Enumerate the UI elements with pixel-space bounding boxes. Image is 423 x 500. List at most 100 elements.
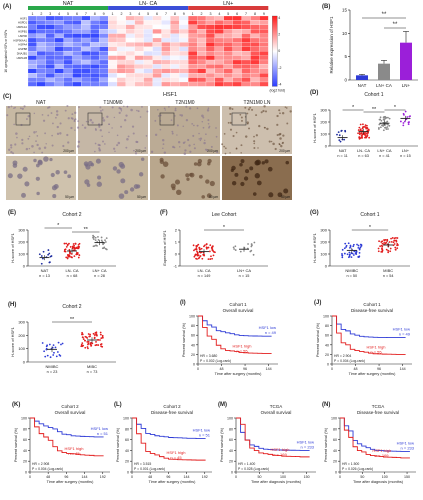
nucleus: [176, 134, 178, 136]
data-point: [338, 134, 341, 137]
data-point: [209, 244, 212, 247]
heatmap-cell: [170, 15, 180, 21]
data-point: [209, 258, 212, 260]
data-point: [196, 250, 198, 253]
heatmap-cell: [223, 55, 233, 61]
data-point: [391, 237, 394, 239]
data-point: [93, 334, 96, 336]
heatmap-cell: [116, 64, 126, 69]
heatmap-cell: [116, 68, 126, 74]
heatmap-cell: [232, 51, 242, 56]
data-point: [378, 240, 380, 243]
heatmap-cell: [90, 77, 100, 83]
data-point: [351, 252, 354, 255]
nucleus: [281, 142, 284, 145]
n-label: n = 68: [67, 274, 78, 278]
panel-letter-M: (M): [218, 402, 227, 408]
heatmap-cell: [90, 81, 100, 87]
heatmap-cell: [81, 33, 91, 39]
nucleus: [52, 122, 54, 125]
heatmap-cell: [197, 33, 207, 39]
data-point: [69, 246, 72, 248]
survival-curve: [332, 315, 406, 339]
x-axis-label: Time after diagnosis (months): [353, 480, 404, 484]
survival-curve: [332, 315, 406, 355]
gene-label: HSPB8: [18, 47, 27, 51]
heatmap-cell: [223, 81, 233, 87]
nucleus-zoom: [186, 177, 190, 181]
heatmap-cell: [232, 59, 242, 65]
heatmap-cell: [259, 46, 269, 52]
x-tick-label: 96: [377, 367, 381, 371]
nucleus: [203, 141, 206, 145]
nucleus: [171, 132, 174, 135]
nucleus: [27, 114, 30, 118]
nucleus: [202, 116, 205, 119]
nucleus: [284, 106, 287, 108]
data-point: [196, 253, 199, 255]
heatmap-cell: [241, 29, 251, 34]
data-point: [207, 258, 210, 261]
nucleus: [276, 123, 279, 126]
heatmap-cell: [36, 33, 46, 39]
sig-marker: **: [382, 12, 387, 18]
x-tick-label: LN+ CA: [376, 83, 392, 88]
data-point: [381, 240, 384, 243]
heatmap-cell: [223, 73, 233, 78]
colorbar-label: (log2 fold): [270, 88, 286, 92]
heatmap-cell: [54, 77, 64, 83]
heatmap-cell: [143, 73, 153, 78]
sig-marker: **: [393, 22, 398, 28]
panel-title: Cohort 1: [360, 212, 379, 218]
nucleus: [223, 133, 226, 135]
y-axis-label: Percent survival (%): [316, 322, 320, 357]
heatmap-cell: [45, 81, 55, 87]
nucleus-zoom: [209, 180, 215, 187]
heatmap-cell: [205, 55, 215, 61]
nucleus: [33, 131, 36, 134]
heatmap-cell: [179, 24, 189, 30]
heatmap-cell: [54, 20, 64, 25]
nucleus-zoom: [67, 174, 72, 179]
heatmap-cell: [197, 77, 207, 83]
heatmap-cell: [63, 64, 73, 69]
nucleus-zoom: [33, 158, 37, 163]
heatmap-cell: [161, 37, 171, 43]
heatmap-cell: [205, 77, 215, 83]
x-tick-label: 0: [235, 475, 237, 479]
heatmap-cell: [250, 46, 260, 52]
heatmap-cell: [170, 24, 180, 30]
heatmap-cell: [152, 68, 162, 74]
legend-low-n: n = 49: [399, 332, 411, 337]
y-tick-label: 20: [333, 460, 337, 464]
heatmap-cell: [197, 68, 207, 74]
heatmap-cell: [45, 24, 55, 30]
data-point: [358, 252, 361, 254]
y-tick-label: 300: [18, 228, 25, 233]
heatmap-cell: [232, 24, 242, 30]
heatmap-cell: [179, 77, 189, 83]
nucleus-zoom: [268, 192, 274, 198]
y-tick-label: 200: [18, 333, 25, 338]
nucleus: [199, 137, 203, 140]
nucleus: [14, 143, 17, 146]
heatmap-cell: [81, 37, 91, 43]
nucleus: [6, 114, 9, 117]
nucleus-zoom: [283, 188, 289, 194]
data-point: [93, 235, 95, 238]
data-point: [252, 253, 255, 256]
heatmap-cell: [116, 73, 126, 78]
data-point: [379, 116, 382, 119]
panel-letter-F: (F): [160, 210, 168, 216]
heatmap-cell: [81, 20, 91, 25]
legend-high-n: n = 55: [236, 348, 248, 353]
data-point: [389, 250, 392, 253]
heatmap-cell: [45, 29, 55, 34]
heatmap-cell: [107, 55, 118, 61]
nucleus-zoom: [249, 166, 254, 171]
data-point: [99, 343, 102, 346]
nucleus: [99, 129, 102, 132]
data-point: [196, 254, 199, 257]
nucleus-zoom: [231, 180, 237, 186]
heatmap-cell: [143, 77, 153, 83]
